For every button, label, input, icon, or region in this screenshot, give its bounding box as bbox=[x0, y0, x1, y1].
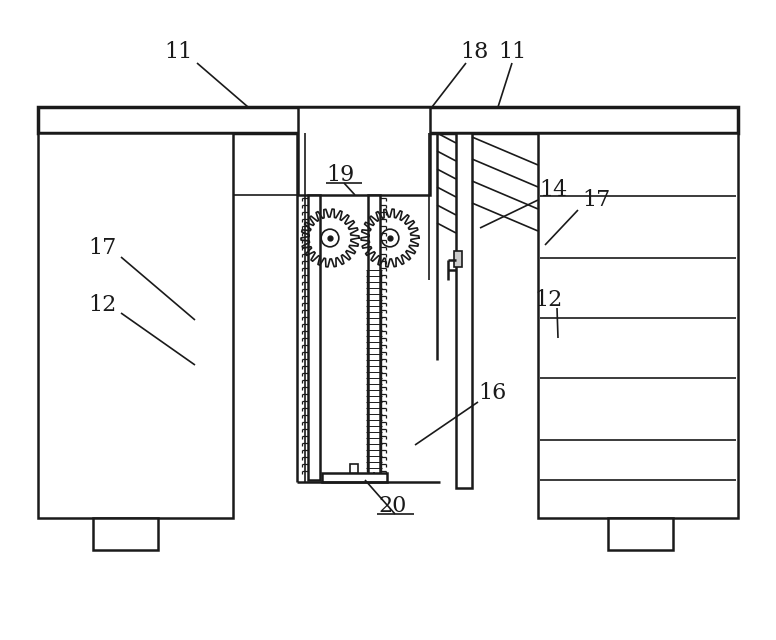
Bar bbox=[38, 133, 233, 518]
Bar bbox=[93, 518, 158, 550]
Bar bbox=[350, 464, 358, 473]
Text: 11: 11 bbox=[164, 41, 192, 63]
Bar bbox=[608, 518, 673, 550]
Bar bbox=[322, 473, 387, 482]
Text: 14: 14 bbox=[539, 179, 567, 201]
Text: 12: 12 bbox=[88, 294, 116, 316]
Text: 17: 17 bbox=[88, 237, 116, 259]
Bar bbox=[454, 251, 462, 267]
Bar bbox=[538, 133, 738, 518]
Text: 20: 20 bbox=[379, 495, 407, 517]
Text: 18: 18 bbox=[460, 41, 488, 63]
Bar bbox=[308, 195, 320, 480]
Text: 19: 19 bbox=[326, 164, 354, 186]
Text: 12: 12 bbox=[534, 289, 562, 311]
Bar bbox=[368, 195, 380, 480]
Text: 11: 11 bbox=[498, 41, 526, 63]
Text: 17: 17 bbox=[582, 189, 610, 211]
Bar bbox=[38, 107, 738, 133]
Bar bbox=[298, 107, 430, 195]
Text: 16: 16 bbox=[478, 382, 506, 404]
Bar bbox=[456, 133, 472, 488]
